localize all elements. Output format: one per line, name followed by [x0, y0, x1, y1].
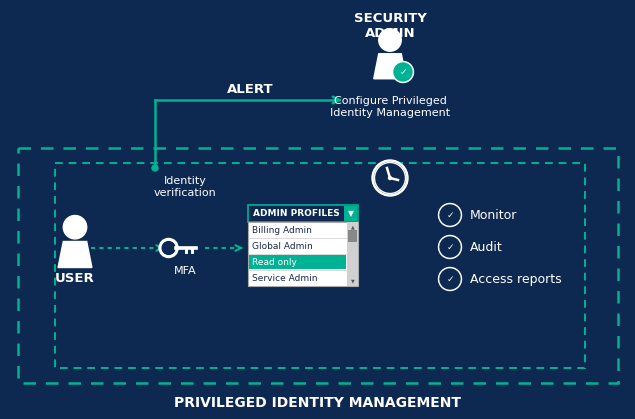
Text: ✓: ✓ — [446, 275, 454, 284]
Text: ADMIN PROFILES: ADMIN PROFILES — [253, 209, 340, 218]
FancyBboxPatch shape — [344, 206, 357, 221]
Text: ▲: ▲ — [351, 225, 354, 230]
Text: Monitor: Monitor — [470, 209, 518, 222]
Text: ▼: ▼ — [347, 209, 354, 218]
Circle shape — [152, 165, 158, 171]
Text: USER: USER — [55, 272, 95, 285]
Text: Configure Privileged
Identity Management: Configure Privileged Identity Management — [330, 96, 450, 118]
Circle shape — [378, 29, 401, 51]
Text: Read only: Read only — [252, 258, 297, 266]
Circle shape — [439, 204, 462, 227]
Text: Identity
verification: Identity verification — [154, 176, 217, 198]
Circle shape — [439, 267, 462, 290]
Circle shape — [392, 62, 413, 83]
Text: Global Admin: Global Admin — [252, 241, 313, 251]
Text: ▼: ▼ — [351, 279, 354, 284]
Text: Audit: Audit — [470, 241, 503, 254]
Text: ALERT: ALERT — [227, 83, 273, 96]
Circle shape — [440, 269, 460, 289]
Circle shape — [389, 176, 392, 179]
Text: PRIVILEGED IDENTITY MANAGEMENT: PRIVILEGED IDENTITY MANAGEMENT — [175, 396, 462, 410]
Text: ✓: ✓ — [446, 243, 454, 252]
Text: Billing Admin: Billing Admin — [252, 225, 312, 235]
Text: ✓: ✓ — [446, 211, 454, 220]
FancyBboxPatch shape — [347, 222, 358, 286]
FancyBboxPatch shape — [348, 230, 357, 242]
FancyBboxPatch shape — [249, 255, 346, 269]
Circle shape — [440, 237, 460, 257]
Polygon shape — [58, 241, 92, 267]
Polygon shape — [374, 54, 406, 79]
Circle shape — [162, 242, 175, 254]
Circle shape — [394, 63, 412, 81]
Circle shape — [440, 205, 460, 225]
FancyBboxPatch shape — [248, 205, 358, 222]
FancyBboxPatch shape — [248, 222, 358, 286]
Circle shape — [372, 160, 408, 196]
Circle shape — [64, 215, 87, 239]
Circle shape — [439, 235, 462, 259]
Text: ✓: ✓ — [399, 68, 407, 77]
Text: Service Admin: Service Admin — [252, 274, 318, 282]
Text: SECURITY
ADMIN: SECURITY ADMIN — [354, 12, 427, 40]
Text: MFA: MFA — [174, 266, 196, 276]
Text: Access reports: Access reports — [470, 273, 561, 286]
Circle shape — [375, 163, 406, 194]
